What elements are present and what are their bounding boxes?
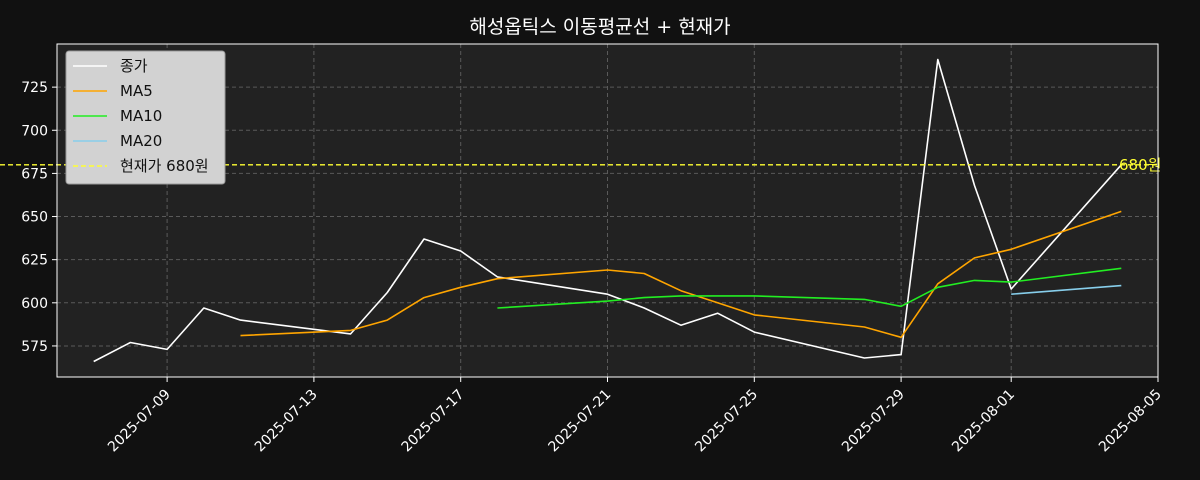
legend: 종가 MA5 MA10 MA20 현재가 680원 [65, 50, 226, 185]
legend-label: MA10 [120, 107, 162, 125]
legend-label: 종가 [120, 57, 148, 75]
y-tick-label: 725 [21, 80, 48, 96]
y-tick-label: 675 [21, 166, 48, 182]
legend-label: MA20 [120, 132, 162, 150]
chart-title: 해성옵틱스 이동평균선 + 현재가 [469, 16, 730, 38]
current-price-annotation: 680원 [1119, 156, 1161, 174]
y-tick-label: 625 [21, 253, 48, 269]
series-layer [93, 58, 1122, 363]
series-line-ma10 [497, 267, 1122, 309]
grid-lines [57, 44, 1159, 377]
series-line-ma5 [240, 210, 1122, 339]
y-axis-ticks: 575 600 625 650 675 700 725 [21, 80, 57, 355]
y-tick-label: 600 [21, 296, 48, 312]
plot-area [57, 44, 1158, 377]
y-tick-label: 575 [21, 339, 48, 355]
series-line-close [93, 58, 1122, 363]
legend-box [65, 50, 226, 185]
legend-label: MA5 [120, 82, 153, 100]
y-tick-label: 650 [21, 210, 48, 226]
y-tick-label: 700 [21, 123, 48, 139]
legend-label: 현재가 680원 [120, 157, 209, 175]
series-line-ma20 [1011, 284, 1122, 295]
